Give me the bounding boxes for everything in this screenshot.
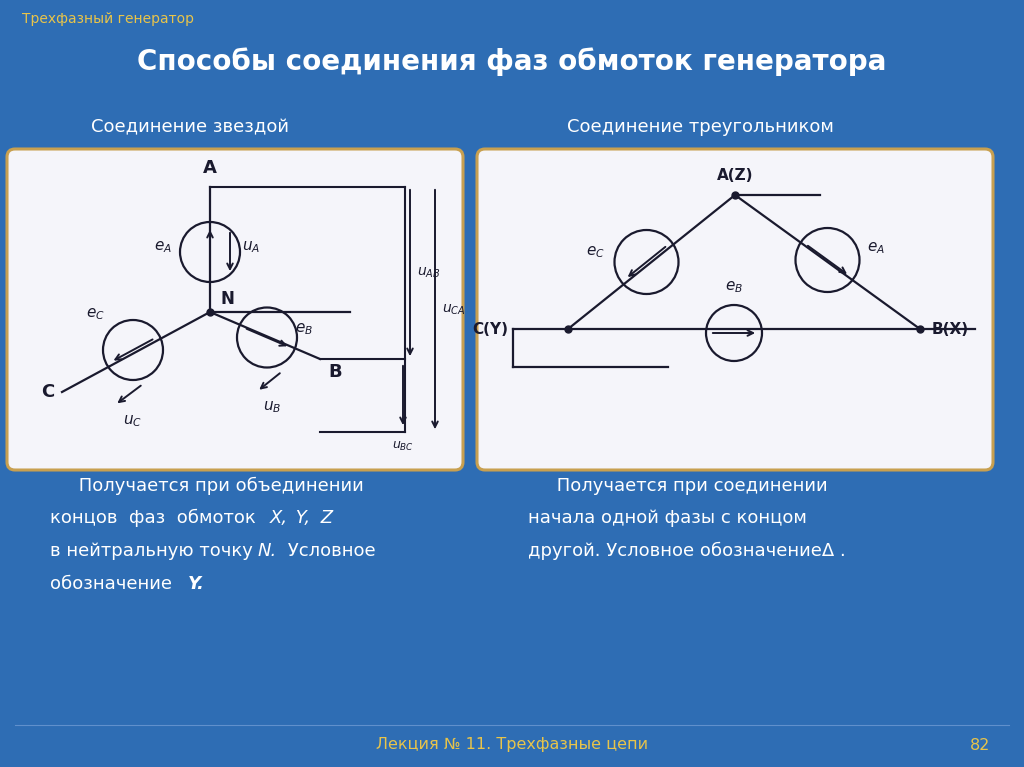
Text: Способы соединения фаз обмоток генератора: Способы соединения фаз обмоток генератор… [137,48,887,76]
Text: $e_C$: $e_C$ [586,244,604,260]
Text: A: A [203,159,217,177]
Text: $e_B$: $e_B$ [725,279,743,295]
Text: Y.: Y. [188,575,205,593]
Text: Y,: Y, [290,509,310,527]
FancyBboxPatch shape [477,149,993,470]
Text: Соединение звездой: Соединение звездой [91,118,289,136]
Text: $u_A$: $u_A$ [242,239,260,255]
Text: A(Z): A(Z) [717,168,754,183]
Text: $e_C$: $e_C$ [86,306,105,322]
Text: Получается при соединении: Получается при соединении [528,477,827,495]
Text: B(X): B(X) [932,321,969,337]
Text: C(Y): C(Y) [472,321,508,337]
Text: обозначение: обозначение [50,575,178,593]
Text: концов  фаз  обмоток: концов фаз обмоток [50,509,261,527]
Text: Z: Z [315,509,333,527]
Text: B: B [328,363,342,381]
Text: $u_B$: $u_B$ [263,400,282,415]
Text: другой. Условное обозначениеΔ .: другой. Условное обозначениеΔ . [528,542,846,560]
Text: $u_{CA}$: $u_{CA}$ [442,302,466,317]
Text: Лекция № 11. Трехфазные цепи: Лекция № 11. Трехфазные цепи [376,738,648,752]
Text: $e_A$: $e_A$ [154,239,172,255]
Text: $u_C$: $u_C$ [124,413,142,429]
Text: $e_A$: $e_A$ [867,240,886,256]
Text: N: N [220,290,233,308]
Text: C: C [41,383,54,401]
Text: $u_{AB}$: $u_{AB}$ [417,266,440,280]
Text: X,: X, [270,509,288,527]
Text: Трехфазный генератор: Трехфазный генератор [22,12,194,26]
Text: Получается при объединении: Получается при объединении [50,477,364,495]
Text: Соединение треугольником: Соединение треугольником [566,118,834,136]
Text: N.: N. [258,542,278,560]
Text: $u_{BC}$: $u_{BC}$ [392,440,414,453]
FancyBboxPatch shape [7,149,463,470]
Text: начала одной фазы с концом: начала одной фазы с концом [528,509,807,527]
Text: $e_B$: $e_B$ [295,321,313,337]
Text: Условное: Условное [282,542,376,560]
Text: в нейтральную точку: в нейтральную точку [50,542,259,560]
Text: 82: 82 [970,738,990,752]
